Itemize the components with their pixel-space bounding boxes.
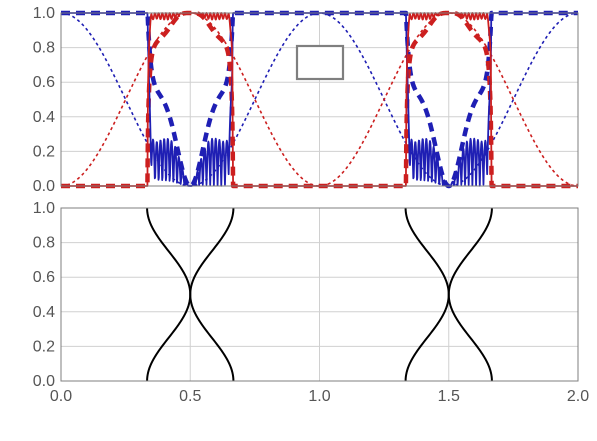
top-plot-frame	[60, 12, 579, 187]
bottom-panel: 0.0 0.2 0.4 0.6 0.8 1.0 0.0 0.5 1.0 1.5 2.0	[33, 200, 589, 405]
bottom-x-ticks: 0.0 0.5 1.0 1.5 2.0	[50, 388, 589, 405]
k-curve-3	[447, 207, 493, 382]
bottom-x-tick-label: 0.0	[50, 388, 72, 405]
k-curve-2	[404, 207, 450, 382]
bottom-y-tick-label: 0.8	[33, 235, 55, 252]
bottom-y-tick-label: 0.0	[33, 373, 55, 390]
top-y-tick-label: 0.8	[33, 40, 55, 57]
bottom-x-tick-label: 0.5	[179, 388, 201, 405]
bottom-y-tick-label: 1.0	[33, 200, 55, 217]
top-y-tick-label: 0.4	[33, 109, 55, 126]
bottom-y-tick-label: 0.4	[33, 304, 55, 321]
bottom-grid	[60, 207, 579, 382]
bottom-plot-frame	[60, 207, 579, 382]
bottom-y-tick-label: 0.6	[33, 269, 55, 286]
bottom-y-tick-label: 0.2	[33, 338, 55, 355]
top-y-ticks: 0.0 0.2 0.4 0.6 0.8 1.0	[33, 5, 55, 195]
bottom-x-tick-label: 2.0	[567, 388, 589, 405]
bottom-y-ticks: 0.0 0.2 0.4 0.6 0.8 1.0	[33, 200, 55, 390]
top-grid	[60, 12, 579, 187]
top-y-tick-label: 0.0	[33, 178, 55, 195]
series-dotted-red	[60, 12, 579, 187]
top-y-tick-label: 0.6	[33, 74, 55, 91]
k-curve-1	[189, 207, 235, 382]
bottom-series-group	[146, 207, 493, 382]
top-y-tick-label: 1.0	[33, 5, 55, 22]
bottom-x-tick-label: 1.0	[308, 388, 330, 405]
bottom-x-tick-label: 1.5	[438, 388, 460, 405]
top-y-tick-label: 0.2	[33, 143, 55, 160]
k-curve-0	[146, 207, 192, 382]
annotation-box	[295, 44, 345, 81]
top-panel: 0.0 0.2 0.4 0.6 0.8 1.0	[33, 5, 580, 195]
p-annotation	[295, 44, 345, 81]
